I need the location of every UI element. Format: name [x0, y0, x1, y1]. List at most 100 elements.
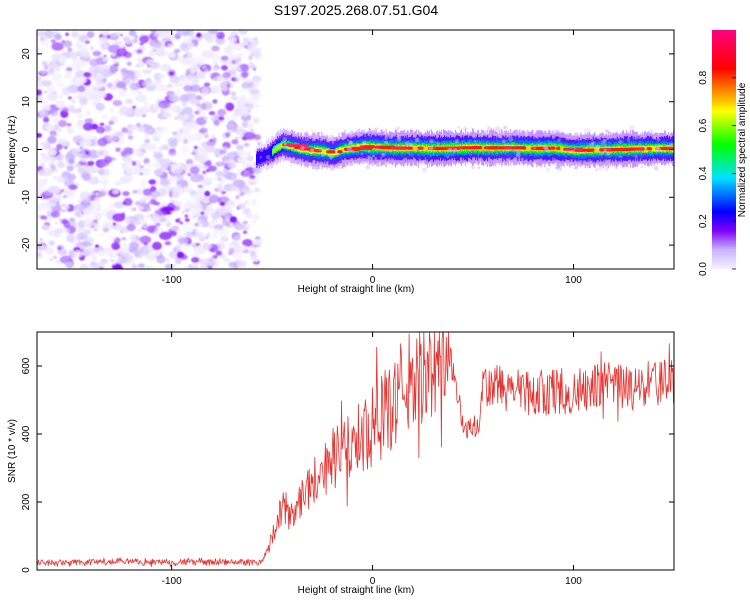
noise-blob	[81, 172, 92, 181]
noise-blob	[208, 165, 217, 172]
noise-blob	[95, 102, 105, 112]
noise-blob	[238, 30, 248, 36]
noise-blob	[197, 184, 202, 188]
track-cell	[323, 148, 325, 154]
noise-blob	[172, 76, 180, 82]
noise-blob	[150, 46, 156, 51]
track-halo-blob	[595, 145, 601, 150]
noise-blob	[136, 49, 143, 54]
noise-blob	[230, 185, 238, 192]
noise-blob	[118, 256, 127, 264]
noise-blob	[112, 222, 117, 226]
noise-blob	[161, 144, 169, 150]
noise-blob	[179, 221, 184, 225]
noise-blob	[177, 217, 181, 221]
noise-blob	[48, 185, 60, 194]
noise-blob	[78, 166, 86, 172]
noise-blob	[226, 123, 236, 130]
noise-blob	[121, 237, 127, 241]
noise-blob	[201, 205, 208, 211]
noise-blob	[245, 223, 251, 229]
noise-blob	[207, 265, 213, 269]
noise-blob	[64, 73, 68, 77]
noise-blob	[193, 145, 198, 150]
noise-blob	[72, 135, 84, 144]
noise-blob	[241, 187, 251, 193]
noise-blob	[179, 112, 185, 116]
noise-blob	[69, 221, 77, 226]
noise-blob	[123, 175, 134, 182]
snr-series-line	[37, 332, 674, 567]
noise-blob	[47, 85, 55, 92]
track-core-cell	[417, 146, 424, 150]
track-halo-blob	[591, 141, 595, 145]
track-cell	[267, 149, 269, 161]
noise-blob	[42, 145, 47, 151]
noise-blob	[75, 66, 82, 73]
track-halo-blob	[422, 167, 427, 173]
noise-blob	[202, 91, 208, 96]
noise-blob	[250, 250, 256, 256]
noise-blob	[104, 156, 113, 163]
noise-blob	[246, 152, 251, 156]
noise-blob	[160, 30, 174, 38]
noise-blob	[41, 201, 52, 209]
noise-blob	[55, 81, 65, 88]
noise-blob	[213, 114, 219, 118]
noise-blob	[254, 104, 260, 108]
noise-blob	[127, 135, 134, 140]
track-cell	[266, 149, 268, 161]
spectrogram-x-label: Height of straight line (km)	[298, 284, 415, 295]
noise-blob	[181, 211, 185, 214]
track-cell	[269, 147, 271, 159]
noise-blob	[90, 261, 97, 267]
noise-blob	[44, 124, 56, 131]
noise-blob	[131, 263, 139, 269]
noise-blob	[253, 258, 259, 262]
noise-blob	[189, 84, 201, 92]
noise-blob	[79, 34, 88, 43]
noise-blob	[223, 257, 230, 263]
noise-blob	[187, 38, 192, 42]
noise-blob	[55, 222, 58, 225]
noise-blob	[62, 228, 71, 235]
track-cell	[561, 146, 563, 153]
noise-blob	[182, 139, 189, 144]
noise-blob	[142, 223, 149, 229]
noise-blob	[115, 223, 124, 232]
noise-blob	[77, 48, 89, 56]
track-halo-blob	[419, 134, 422, 137]
track-cell	[270, 146, 272, 159]
noise-blob	[132, 38, 139, 44]
noise-blob	[143, 248, 148, 252]
noise-blob	[97, 168, 105, 176]
noise-blob	[131, 90, 136, 94]
noise-blob	[133, 249, 141, 257]
track-halo-blob	[573, 147, 576, 150]
noise-blob	[190, 193, 197, 199]
noise-blob	[196, 138, 202, 143]
track-halo-blob	[603, 148, 607, 152]
noise-blob	[224, 215, 231, 221]
noise-blob	[115, 32, 122, 37]
snr-x-ticks: -100 0 100	[162, 332, 582, 587]
noise-blob	[226, 200, 236, 208]
noise-blob	[179, 42, 192, 52]
noise-blob	[208, 194, 220, 204]
track-cell	[414, 145, 416, 152]
noise-blob	[60, 189, 65, 193]
track-halo-blob	[485, 131, 489, 135]
noise-blob	[82, 122, 94, 131]
noise-blob	[63, 220, 71, 228]
noise-blob	[183, 153, 187, 156]
noise-blob	[124, 38, 132, 45]
track-halo-blob	[604, 167, 609, 171]
track-halo-blob	[282, 137, 287, 142]
noise-blob	[187, 134, 196, 143]
noise-blob	[227, 57, 233, 63]
track-cell	[281, 143, 283, 148]
track-cell	[273, 148, 275, 154]
noise-blob	[111, 128, 118, 134]
noise-blob	[50, 165, 54, 169]
noise-blob	[69, 87, 76, 92]
